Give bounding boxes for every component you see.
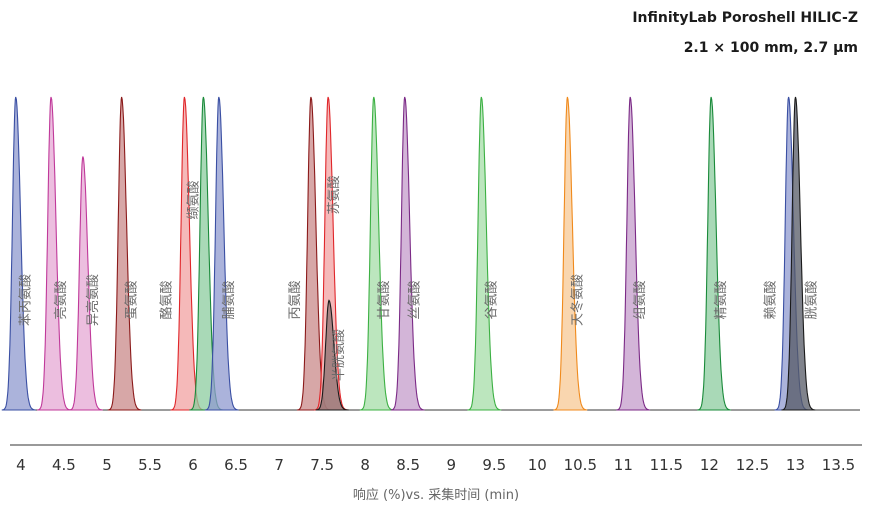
peaks-layer [1,96,860,411]
peak-label-10: 甘氨酸 [377,280,392,319]
peak-label-3: 蛋氨酸 [125,280,140,319]
peak-label-13: 天冬氨酸 [569,274,585,326]
x-tick-label-6: 7 [274,456,284,474]
x-tick-label-7: 7.5 [310,456,334,474]
x-tick-label-11: 9.5 [482,456,506,474]
peak-label-0: 苯丙氨酸 [19,274,34,326]
x-tick-label-14: 11 [614,456,633,474]
x-axis-label: 响应 (%)vs. 采集时间 (min) [352,488,520,503]
peak-label-9: 半胱氨酸 [332,329,347,381]
x-tick-label-15: 11.5 [650,456,683,474]
x-tick-label-18: 13 [786,456,805,474]
x-tick-labels: 4 4.5 5 5.5 6 6.5 7 7.5 8 8.5 9 9.5 10 10.5 11 11.5 12 12… [16,456,855,474]
peak-label-16: 赖氨酸 [764,280,779,319]
chart-title-dimensions: 2.1 × 100 mm, 2.7 µm [683,40,858,56]
peak-3 [107,96,142,411]
peak-label-1: 亮氨酸 [53,280,69,319]
x-tick-label-19: 13.5 [822,456,855,474]
x-tick-label-17: 12.5 [736,456,769,474]
peak-13 [553,96,588,411]
peak-6 [204,96,239,411]
x-tick-label-13: 10.5 [564,456,597,474]
peak-label-12: 谷氨酸 [484,280,499,319]
peak-0 [1,96,36,411]
peak-14 [616,96,651,411]
x-tick-label-0: 4 [16,456,26,474]
peak-label-8: 苏氨酸 [326,175,342,214]
peak-8 [314,96,349,411]
peak-10 [359,96,394,411]
peak-11 [390,96,425,411]
x-tick-label-2: 5 [102,456,112,474]
peak-label-14: 组氨酸 [633,280,648,319]
chart-title-column: InfinityLab Poroshell HILIC-Z [632,10,858,26]
peak-9 [315,299,349,411]
x-tick-label-3: 5.5 [138,456,162,474]
peak-label-2: 异亮氨酸 [85,274,101,326]
x-tick-label-16: 12 [700,456,719,474]
peak-12 [467,96,502,411]
peak-2 [68,156,103,411]
x-tick-label-1: 4.5 [52,456,76,474]
x-tick-label-5: 6.5 [224,456,248,474]
x-tick-label-4: 6 [188,456,198,474]
peak-label-5: 缬氨酸 [186,180,201,219]
peak-label-7: 丙氨酸 [288,280,303,319]
x-tick-label-12: 10 [528,456,547,474]
peak-label-15: 精氨酸 [714,280,729,319]
x-tick-label-9: 8.5 [396,456,420,474]
peak-label-11: 丝氨酸 [408,280,423,319]
peak-15 [697,96,732,411]
x-tick-label-10: 9 [446,456,456,474]
peak-label-4: 酪氨酸 [158,280,174,319]
peak-label-17: 胱氨酸 [804,280,819,319]
peak-17 [781,96,816,411]
x-tick-label-8: 8 [360,456,370,474]
peak-1 [37,96,71,411]
peak-label-6: 脯氨酸 [222,280,237,319]
